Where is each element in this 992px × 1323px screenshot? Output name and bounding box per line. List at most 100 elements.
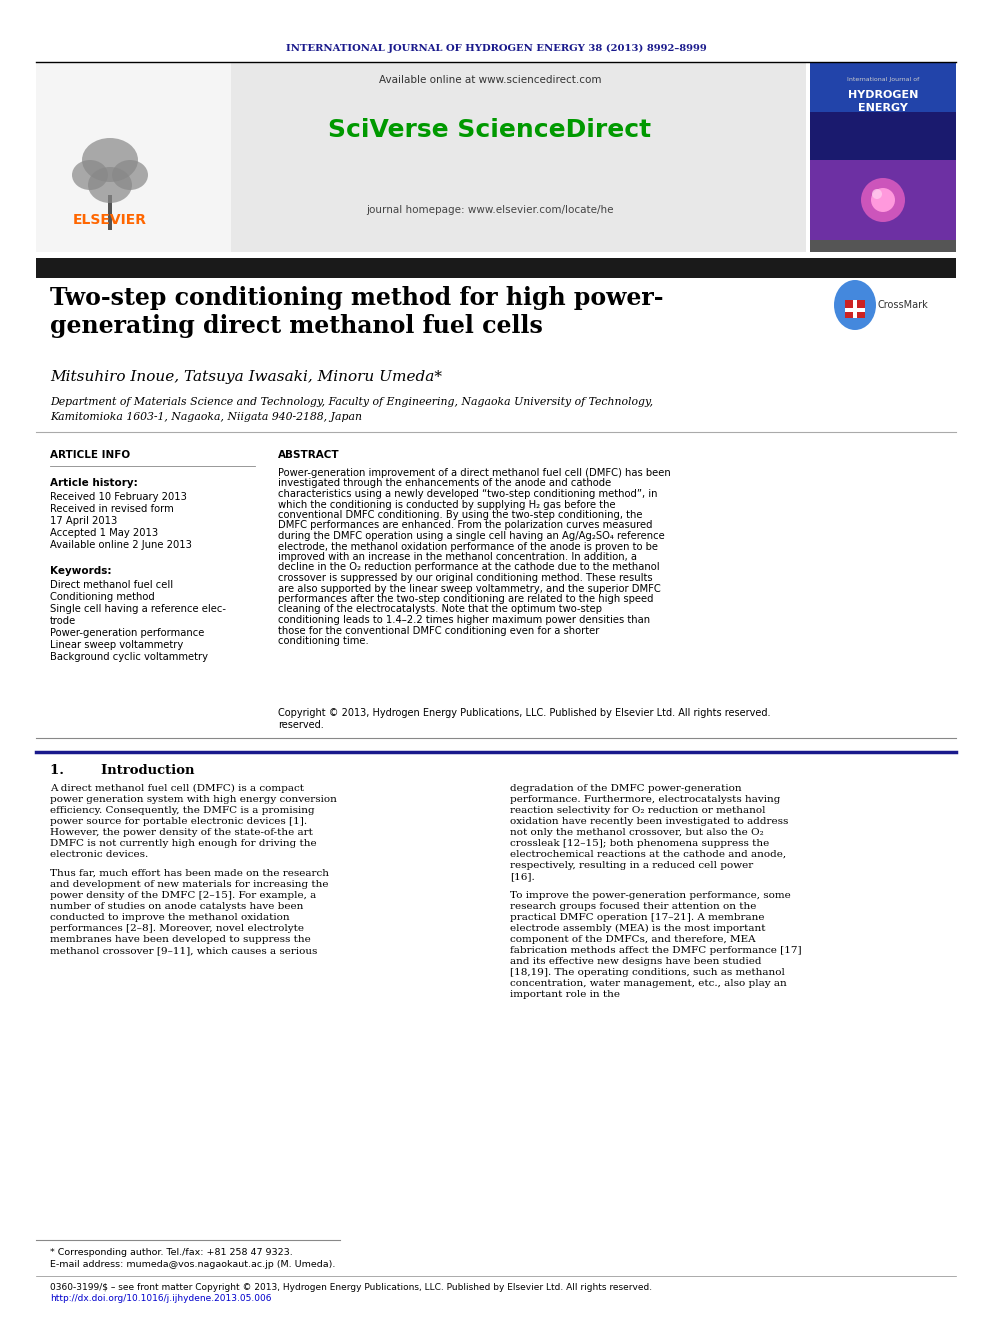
Text: 1.        Introduction: 1. Introduction — [50, 763, 194, 777]
Ellipse shape — [834, 280, 876, 329]
Text: improved with an increase in the methanol concentration. In addition, a: improved with an increase in the methano… — [278, 552, 637, 562]
Text: electronic devices.: electronic devices. — [50, 849, 148, 859]
Bar — [845, 300, 865, 318]
Text: conditioning time.: conditioning time. — [278, 636, 369, 646]
Text: However, the power density of the state-of-the art: However, the power density of the state-… — [50, 828, 312, 837]
Text: trode: trode — [50, 617, 76, 626]
Text: reaction selectivity for O₂ reduction or methanol: reaction selectivity for O₂ reduction or… — [510, 806, 766, 815]
Text: Background cyclic voltammetry: Background cyclic voltammetry — [50, 652, 208, 662]
Text: Power-generation improvement of a direct methanol fuel cell (DMFC) has been: Power-generation improvement of a direct… — [278, 468, 671, 478]
Text: oxidation have recently been investigated to address: oxidation have recently been investigate… — [510, 818, 789, 826]
Text: decline in the O₂ reduction performance at the cathode due to the methanol: decline in the O₂ reduction performance … — [278, 562, 660, 573]
Text: electrode assembly (MEA) is the most important: electrode assembly (MEA) is the most imp… — [510, 923, 766, 933]
Text: SciVerse ScienceDirect: SciVerse ScienceDirect — [328, 118, 652, 142]
Text: Received in revised form: Received in revised form — [50, 504, 174, 515]
Text: conducted to improve the methanol oxidation: conducted to improve the methanol oxidat… — [50, 913, 290, 922]
Text: and its effective new designs have been studied: and its effective new designs have been … — [510, 957, 762, 966]
Bar — [36, 258, 956, 278]
Text: degradation of the DMFC power-generation: degradation of the DMFC power-generation — [510, 785, 742, 792]
Text: cleaning of the electrocatalysts. Note that the optimum two-step: cleaning of the electrocatalysts. Note t… — [278, 605, 602, 614]
Text: Available online at www.sciencedirect.com: Available online at www.sciencedirect.co… — [379, 75, 601, 85]
Text: characteristics using a newly developed “two-step conditioning method”, in: characteristics using a newly developed … — [278, 490, 658, 499]
Text: Article history:: Article history: — [50, 478, 138, 488]
Bar — [36, 62, 231, 251]
Text: 17 April 2013: 17 April 2013 — [50, 516, 117, 527]
Ellipse shape — [112, 160, 148, 191]
Bar — [810, 62, 956, 251]
Text: power source for portable electronic devices [1].: power source for portable electronic dev… — [50, 818, 308, 826]
Bar — [810, 239, 956, 251]
Bar — [845, 308, 865, 312]
Text: number of studies on anode catalysts have been: number of studies on anode catalysts hav… — [50, 902, 304, 912]
Ellipse shape — [88, 167, 132, 202]
Circle shape — [872, 189, 882, 198]
Text: investigated through the enhancements of the anode and cathode: investigated through the enhancements of… — [278, 479, 611, 488]
Text: ABSTRACT: ABSTRACT — [278, 450, 339, 460]
Text: Thus far, much effort has been made on the research: Thus far, much effort has been made on t… — [50, 869, 329, 878]
Text: crossover is suppressed by our original conditioning method. These results: crossover is suppressed by our original … — [278, 573, 653, 583]
Text: INTERNATIONAL JOURNAL OF HYDROGEN ENERGY 38 (2013) 8992–8999: INTERNATIONAL JOURNAL OF HYDROGEN ENERGY… — [286, 44, 706, 53]
Text: are also supported by the linear sweep voltammetry, and the superior DMFC: are also supported by the linear sweep v… — [278, 583, 661, 594]
Text: reserved.: reserved. — [278, 720, 323, 730]
Text: Single cell having a reference elec-: Single cell having a reference elec- — [50, 605, 226, 614]
Text: electrode, the methanol oxidation performance of the anode is proven to be: electrode, the methanol oxidation perfor… — [278, 541, 658, 552]
Text: crossleak [12–15]; both phenomena suppress the: crossleak [12–15]; both phenomena suppre… — [510, 839, 769, 848]
Text: efficiency. Consequently, the DMFC is a promising: efficiency. Consequently, the DMFC is a … — [50, 806, 314, 815]
Text: power density of the DMFC [2–15]. For example, a: power density of the DMFC [2–15]. For ex… — [50, 890, 316, 900]
Text: performance. Furthermore, electrocatalysts having: performance. Furthermore, electrocatalys… — [510, 795, 781, 804]
Text: E-mail address: mumeda@vos.nagaokaut.ac.jp (M. Umeda).: E-mail address: mumeda@vos.nagaokaut.ac.… — [50, 1259, 335, 1269]
Text: power generation system with high energy conversion: power generation system with high energy… — [50, 795, 337, 804]
Text: DMFC is not currently high enough for driving the: DMFC is not currently high enough for dr… — [50, 839, 316, 848]
Bar — [108, 194, 112, 230]
Text: Mitsuhiro Inoue, Tatsuya Iwasaki, Minoru Umeda*: Mitsuhiro Inoue, Tatsuya Iwasaki, Minoru… — [50, 370, 442, 384]
Text: DMFC performances are enhanced. From the polarization curves measured: DMFC performances are enhanced. From the… — [278, 520, 653, 531]
Text: Conditioning method: Conditioning method — [50, 591, 155, 602]
Text: not only the methanol crossover, but also the O₂: not only the methanol crossover, but als… — [510, 828, 764, 837]
Text: * Corresponding author. Tel./fax: +81 258 47 9323.: * Corresponding author. Tel./fax: +81 25… — [50, 1248, 293, 1257]
Text: membranes have been developed to suppress the: membranes have been developed to suppres… — [50, 935, 310, 945]
Text: and development of new materials for increasing the: and development of new materials for inc… — [50, 880, 328, 889]
Text: fabrication methods affect the DMFC performance [17]: fabrication methods affect the DMFC perf… — [510, 946, 802, 955]
Text: ELSEVIER: ELSEVIER — [73, 213, 147, 228]
Text: conventional DMFC conditioning. By using the two-step conditioning, the: conventional DMFC conditioning. By using… — [278, 509, 643, 520]
Text: http://dx.doi.org/10.1016/j.ijhydene.2013.05.006: http://dx.doi.org/10.1016/j.ijhydene.201… — [50, 1294, 272, 1303]
Text: ENERGY: ENERGY — [858, 103, 908, 112]
Text: CrossMark: CrossMark — [877, 300, 928, 310]
Text: concentration, water management, etc., also play an: concentration, water management, etc., a… — [510, 979, 787, 988]
Text: [16].: [16]. — [510, 872, 535, 881]
Text: generating direct methanol fuel cells: generating direct methanol fuel cells — [50, 314, 543, 337]
Text: [18,19]. The operating conditions, such as methanol: [18,19]. The operating conditions, such … — [510, 968, 785, 976]
Circle shape — [861, 179, 905, 222]
Text: performances [2–8]. Moreover, novel electrolyte: performances [2–8]. Moreover, novel elec… — [50, 923, 304, 933]
Text: during the DMFC operation using a single cell having an Ag/Ag₂SO₄ reference: during the DMFC operation using a single… — [278, 531, 665, 541]
Text: Department of Materials Science and Technology, Faculty of Engineering, Nagaoka : Department of Materials Science and Tech… — [50, 397, 653, 407]
Bar — [810, 62, 956, 112]
Ellipse shape — [82, 138, 138, 183]
Text: Power-generation performance: Power-generation performance — [50, 628, 204, 638]
Text: methanol crossover [9–11], which causes a serious: methanol crossover [9–11], which causes … — [50, 946, 317, 955]
Text: practical DMFC operation [17–21]. A membrane: practical DMFC operation [17–21]. A memb… — [510, 913, 765, 922]
Text: Copyright © 2013, Hydrogen Energy Publications, LLC. Published by Elsevier Ltd. : Copyright © 2013, Hydrogen Energy Public… — [278, 708, 771, 718]
Bar — [36, 62, 806, 251]
Text: performances after the two-step conditioning are related to the high speed: performances after the two-step conditio… — [278, 594, 654, 605]
Text: Direct methanol fuel cell: Direct methanol fuel cell — [50, 579, 174, 590]
Text: electrochemical reactions at the cathode and anode,: electrochemical reactions at the cathode… — [510, 849, 786, 859]
Text: Kamitomioka 1603-1, Nagaoka, Niigata 940-2188, Japan: Kamitomioka 1603-1, Nagaoka, Niigata 940… — [50, 411, 362, 422]
Bar — [810, 160, 956, 251]
Bar — [853, 300, 857, 318]
Text: A direct methanol fuel cell (DMFC) is a compact: A direct methanol fuel cell (DMFC) is a … — [50, 785, 304, 792]
Text: those for the conventional DMFC conditioning even for a shorter: those for the conventional DMFC conditio… — [278, 626, 599, 635]
Ellipse shape — [72, 160, 108, 191]
Text: respectively, resulting in a reduced cell power: respectively, resulting in a reduced cel… — [510, 861, 753, 871]
Text: research groups focused their attention on the: research groups focused their attention … — [510, 902, 756, 912]
Text: journal homepage: www.elsevier.com/locate/he: journal homepage: www.elsevier.com/locat… — [366, 205, 614, 216]
Text: Received 10 February 2013: Received 10 February 2013 — [50, 492, 186, 501]
Text: important role in the: important role in the — [510, 990, 620, 999]
Text: Available online 2 June 2013: Available online 2 June 2013 — [50, 540, 191, 550]
Text: which the conditioning is conducted by supplying H₂ gas before the: which the conditioning is conducted by s… — [278, 500, 616, 509]
Text: Accepted 1 May 2013: Accepted 1 May 2013 — [50, 528, 158, 538]
Circle shape — [871, 188, 895, 212]
Text: International Journal of: International Journal of — [847, 78, 920, 82]
Text: 0360-3199/$ – see front matter Copyright © 2013, Hydrogen Energy Publications, L: 0360-3199/$ – see front matter Copyright… — [50, 1283, 652, 1293]
Text: ARTICLE INFO: ARTICLE INFO — [50, 450, 130, 460]
